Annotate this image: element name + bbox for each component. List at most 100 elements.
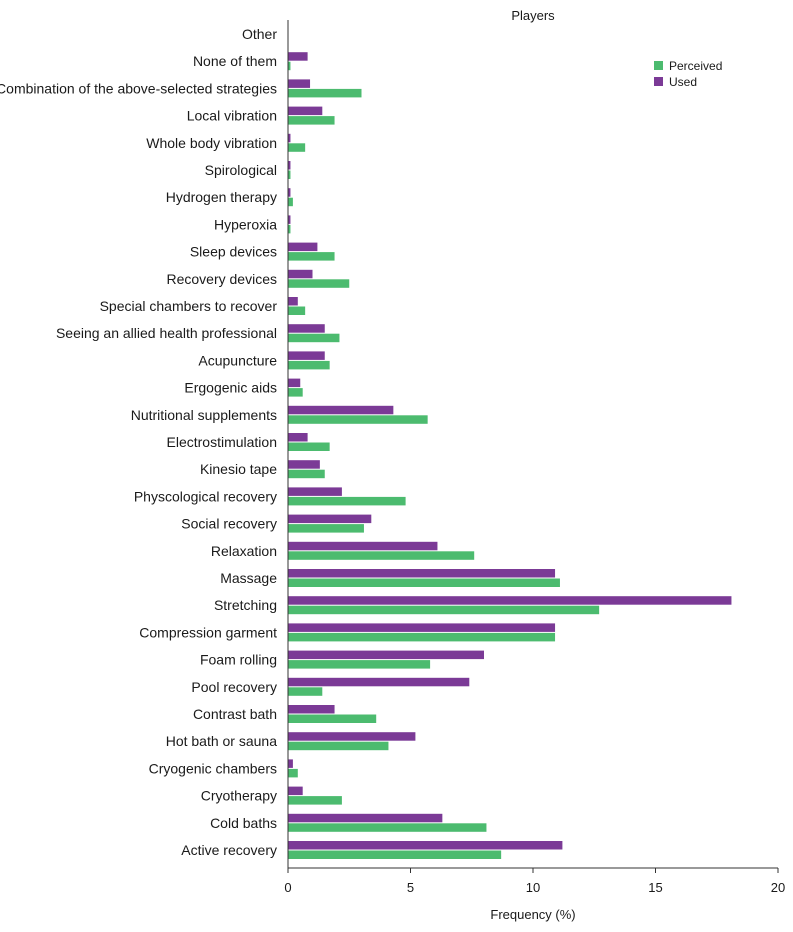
category-label-contrast-bath: Contrast bath xyxy=(193,706,277,722)
bar-used-stretching xyxy=(288,596,732,605)
bar-perceived-compression-garment xyxy=(288,632,556,642)
bar-used-active-recovery xyxy=(288,841,563,850)
bar-used-massage xyxy=(288,569,556,578)
bar-perceived-cryotherapy xyxy=(288,796,342,805)
bar-used-cryotherapy xyxy=(288,786,303,796)
bar-used-sleep-devices xyxy=(288,242,318,252)
category-label-sleep-devices: Sleep devices xyxy=(190,244,277,260)
legend-label-used: Used xyxy=(669,75,697,89)
category-label-social-recovery: Social recovery xyxy=(181,516,277,532)
bar-used-hydrogen-therapy xyxy=(288,188,291,197)
bar-used-acupuncture xyxy=(288,351,325,360)
bar-perceived-recovery-devices xyxy=(288,279,350,288)
category-label-ergogenic-aids: Ergogenic aids xyxy=(184,380,277,396)
bar-used-contrast-bath xyxy=(288,705,335,714)
bar-used-local-vibration xyxy=(288,106,323,116)
bar-perceived-hydrogen-therapy xyxy=(288,197,293,207)
x-axis-title: Frequency (%) xyxy=(490,907,575,922)
x-tick-label-20: 20 xyxy=(771,880,785,895)
bar-used-kinesio-tape xyxy=(288,460,320,469)
category-label-none-of-them: None of them xyxy=(193,53,277,69)
bar-used-relaxation xyxy=(288,541,438,551)
bar-used-physcological-recovery xyxy=(288,487,342,496)
category-label-compression-garment: Compression garment xyxy=(139,624,277,640)
category-label-recovery-devices: Recovery devices xyxy=(167,271,278,287)
bar-perceived-special-chambers-to-recover xyxy=(288,306,306,315)
bar-used-cryogenic-chambers xyxy=(288,759,293,768)
bar-perceived-cold-baths xyxy=(288,823,487,832)
bar-perceived-nutritional-supplements xyxy=(288,415,428,424)
category-label-pool-recovery: Pool recovery xyxy=(191,679,277,695)
bar-used-foam-rolling xyxy=(288,650,484,660)
bar-used-nutritional-supplements xyxy=(288,405,394,415)
bar-used-recovery-devices xyxy=(288,269,313,279)
category-labels: Other None of them Combination of the abov… xyxy=(0,26,277,858)
bar-perceived-acupuncture xyxy=(288,360,330,370)
bar-used-none-of-them xyxy=(288,52,308,61)
category-label-electrostimulation: Electrostimulation xyxy=(167,434,278,450)
bar-used-spirological xyxy=(288,161,291,170)
bar-used-combination-of-the-above-selected-strategies xyxy=(288,79,311,88)
bar-perceived-hyperoxia xyxy=(288,224,291,234)
category-label-combination-of-the-above-selected-strategies: Combination of the above-selected strate… xyxy=(0,80,277,96)
bar-used-hyperoxia xyxy=(288,215,291,224)
bar-perceived-stretching xyxy=(288,605,600,615)
x-ticks: 0 5 10 15 20 xyxy=(284,868,785,895)
legend: Perceived Used xyxy=(654,59,722,89)
legend-swatch-used xyxy=(654,77,663,86)
legend-swatch-perceived xyxy=(654,61,663,70)
x-tick-label-10: 10 xyxy=(526,880,540,895)
bar-used-pool-recovery xyxy=(288,677,470,687)
category-label-hyperoxia: Hyperoxia xyxy=(214,216,277,232)
category-label-physcological-recovery: Physcological recovery xyxy=(134,488,277,504)
category-label-whole-body-vibration: Whole body vibration xyxy=(146,135,277,151)
bar-perceived-electrostimulation xyxy=(288,442,330,451)
category-label-foam-rolling: Foam rolling xyxy=(200,652,277,668)
bar-perceived-seeing-an-allied-health-professional xyxy=(288,333,340,343)
x-tick-label-15: 15 xyxy=(648,880,662,895)
bar-perceived-contrast-bath xyxy=(288,714,377,723)
category-label-kinesio-tape: Kinesio tape xyxy=(200,461,277,477)
category-label-stretching: Stretching xyxy=(214,597,277,613)
category-label-seeing-an-allied-health-professional: Seeing an allied health professional xyxy=(56,325,277,341)
bar-perceived-active-recovery xyxy=(288,850,502,859)
category-label-local-vibration: Local vibration xyxy=(187,108,277,124)
bar-perceived-physcological-recovery xyxy=(288,496,406,506)
bar-perceived-whole-body-vibration xyxy=(288,143,306,152)
category-label-massage: Massage xyxy=(220,570,277,586)
category-label-acupuncture: Acupuncture xyxy=(198,352,277,368)
bar-perceived-pool-recovery xyxy=(288,687,323,696)
bar-perceived-ergogenic-aids xyxy=(288,388,303,397)
bar-perceived-none-of-them xyxy=(288,61,291,71)
bar-perceived-social-recovery xyxy=(288,524,364,533)
category-label-relaxation: Relaxation xyxy=(211,543,277,559)
bar-perceived-local-vibration xyxy=(288,116,335,125)
bar-used-compression-garment xyxy=(288,623,556,632)
category-label-cold-baths: Cold baths xyxy=(210,815,277,831)
bar-perceived-foam-rolling xyxy=(288,660,431,669)
bar-perceived-cryogenic-chambers xyxy=(288,768,298,778)
category-label-cryotherapy: Cryotherapy xyxy=(201,788,277,804)
bar-used-whole-body-vibration xyxy=(288,133,291,143)
bar-used-special-chambers-to-recover xyxy=(288,297,298,306)
bar-used-electrostimulation xyxy=(288,433,308,442)
bar-perceived-hot-bath-or-sauna xyxy=(288,741,389,751)
category-label-spirological: Spirological xyxy=(205,162,277,178)
bar-used-seeing-an-allied-health-professional xyxy=(288,324,325,333)
bar-perceived-relaxation xyxy=(288,551,475,560)
category-label-other: Other xyxy=(242,26,277,42)
category-label-cryogenic-chambers: Cryogenic chambers xyxy=(149,760,277,776)
category-label-nutritional-supplements: Nutritional supplements xyxy=(131,407,277,423)
x-tick-label-5: 5 xyxy=(407,880,414,895)
category-label-hot-bath-or-sauna: Hot bath or sauna xyxy=(166,733,278,749)
bar-perceived-sleep-devices xyxy=(288,252,335,261)
category-label-active-recovery: Active recovery xyxy=(181,842,277,858)
bar-perceived-kinesio-tape xyxy=(288,469,325,479)
chart-title: Players xyxy=(511,8,555,23)
bars-group xyxy=(288,52,732,859)
bar-perceived-massage xyxy=(288,578,560,587)
bar-perceived-combination-of-the-above-selected-strategies xyxy=(288,88,362,98)
bar-used-hot-bath-or-sauna xyxy=(288,732,416,741)
bar-used-social-recovery xyxy=(288,514,372,524)
